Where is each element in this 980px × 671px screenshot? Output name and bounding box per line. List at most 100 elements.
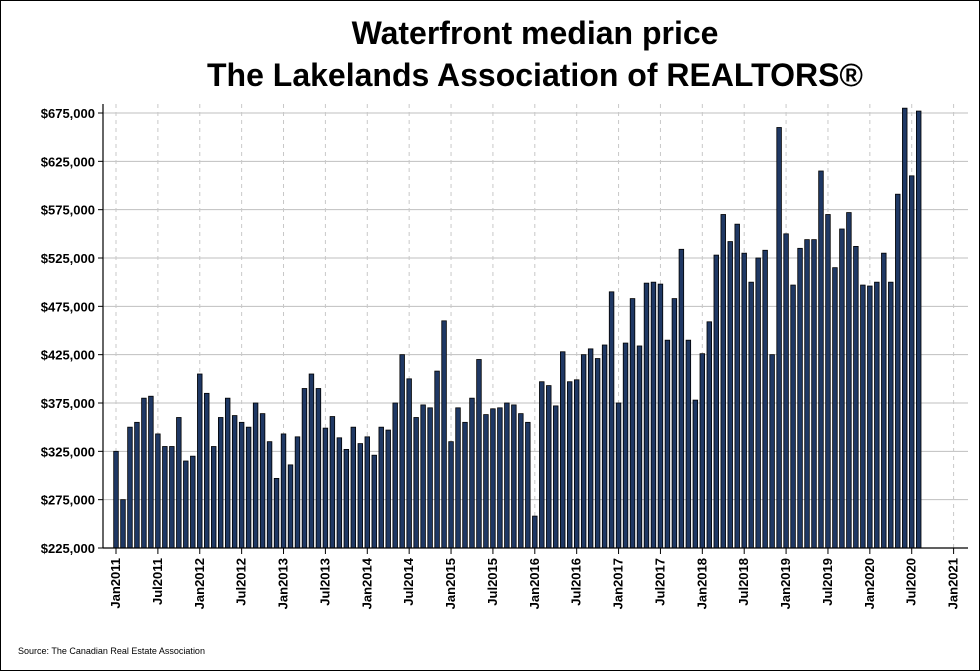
bar [636, 345, 643, 549]
bar [231, 415, 238, 549]
bar [839, 228, 845, 549]
bar [678, 248, 685, 549]
bar [727, 241, 733, 549]
bar [336, 437, 343, 549]
y-tick-label: $325,000 [41, 444, 95, 459]
bar [622, 342, 629, 549]
x-tick-label: Jul2019 [820, 558, 835, 606]
bar [608, 291, 615, 549]
bar [657, 283, 664, 549]
x-tick-label: Jul2020 [904, 558, 919, 606]
bar [546, 385, 552, 549]
y-tick-label: $275,000 [41, 493, 95, 508]
bar [580, 354, 587, 549]
bar [127, 426, 133, 549]
bar [594, 358, 601, 549]
x-tick-label: Jul2014 [401, 557, 416, 605]
bar [881, 252, 887, 549]
bar [804, 239, 810, 549]
bar [874, 281, 880, 549]
bar [190, 455, 196, 549]
bar [748, 281, 754, 549]
bar [811, 239, 817, 549]
bar [469, 397, 475, 549]
bar [818, 170, 824, 549]
bar [204, 392, 210, 549]
bar [217, 417, 224, 549]
bar [490, 408, 496, 549]
bar [776, 127, 782, 549]
bar [643, 282, 650, 549]
bar [895, 193, 901, 549]
bar [259, 413, 266, 549]
x-tick-label: Jul2015 [485, 558, 500, 606]
bar [587, 348, 594, 549]
bar [350, 426, 357, 549]
bar [343, 448, 350, 549]
bar [434, 370, 440, 549]
bar [413, 417, 419, 549]
bar [888, 281, 894, 549]
bar [266, 441, 273, 549]
bar [518, 413, 524, 549]
bar [483, 414, 489, 549]
bar [392, 402, 398, 549]
y-tick-label: $375,000 [41, 396, 95, 411]
x-tick-label: Jan2017 [611, 558, 626, 609]
y-tick-label: $425,000 [41, 348, 95, 363]
bar [252, 402, 259, 549]
bar [273, 477, 280, 549]
bar [769, 354, 775, 549]
bar [420, 404, 426, 549]
bar [797, 247, 803, 549]
bar [699, 353, 706, 549]
bar [315, 388, 322, 549]
bar [329, 416, 336, 549]
x-tick-label: Jan2011 [108, 558, 123, 609]
bar [629, 298, 636, 549]
bar [120, 499, 126, 549]
y-tick-label: $675,000 [41, 106, 95, 121]
bar [148, 395, 154, 549]
x-tick-label: Jan2021 [946, 558, 961, 609]
bar [448, 441, 454, 549]
bar [706, 321, 712, 549]
x-tick-label: Jan2012 [192, 558, 207, 609]
bar [790, 284, 796, 549]
bar [539, 381, 545, 549]
x-tick-label: Jan2015 [443, 558, 458, 609]
bar [713, 254, 719, 549]
bar [294, 436, 301, 549]
x-tick-label: Jan2018 [694, 558, 709, 609]
x-tick-label: Jan2020 [862, 558, 877, 609]
bar [567, 381, 573, 549]
bar [573, 379, 580, 549]
bar [511, 404, 517, 549]
x-tick-label: Jul2011 [150, 558, 165, 605]
bar [169, 446, 175, 549]
bar [532, 515, 538, 549]
bar [853, 245, 859, 549]
source-note: Source: The Canadian Real Estate Associa… [18, 646, 205, 656]
bar [399, 354, 405, 549]
bar [364, 436, 370, 549]
bar [280, 433, 287, 549]
y-tick-label: $475,000 [41, 299, 95, 314]
bar [476, 359, 482, 549]
x-tick-label: Jul2012 [234, 558, 249, 606]
bar [385, 429, 391, 549]
y-tick-label: $225,000 [41, 541, 95, 556]
x-tick-label: Jul2016 [569, 558, 584, 606]
bar [357, 443, 363, 549]
bar [720, 214, 726, 549]
bar [504, 402, 510, 549]
bar [615, 402, 622, 549]
bar [441, 320, 447, 549]
bar [525, 421, 531, 549]
bar [671, 298, 678, 549]
bar [245, 426, 252, 549]
bar [197, 373, 203, 549]
x-tick-label: Jan2014 [359, 557, 374, 609]
bar [734, 223, 740, 549]
